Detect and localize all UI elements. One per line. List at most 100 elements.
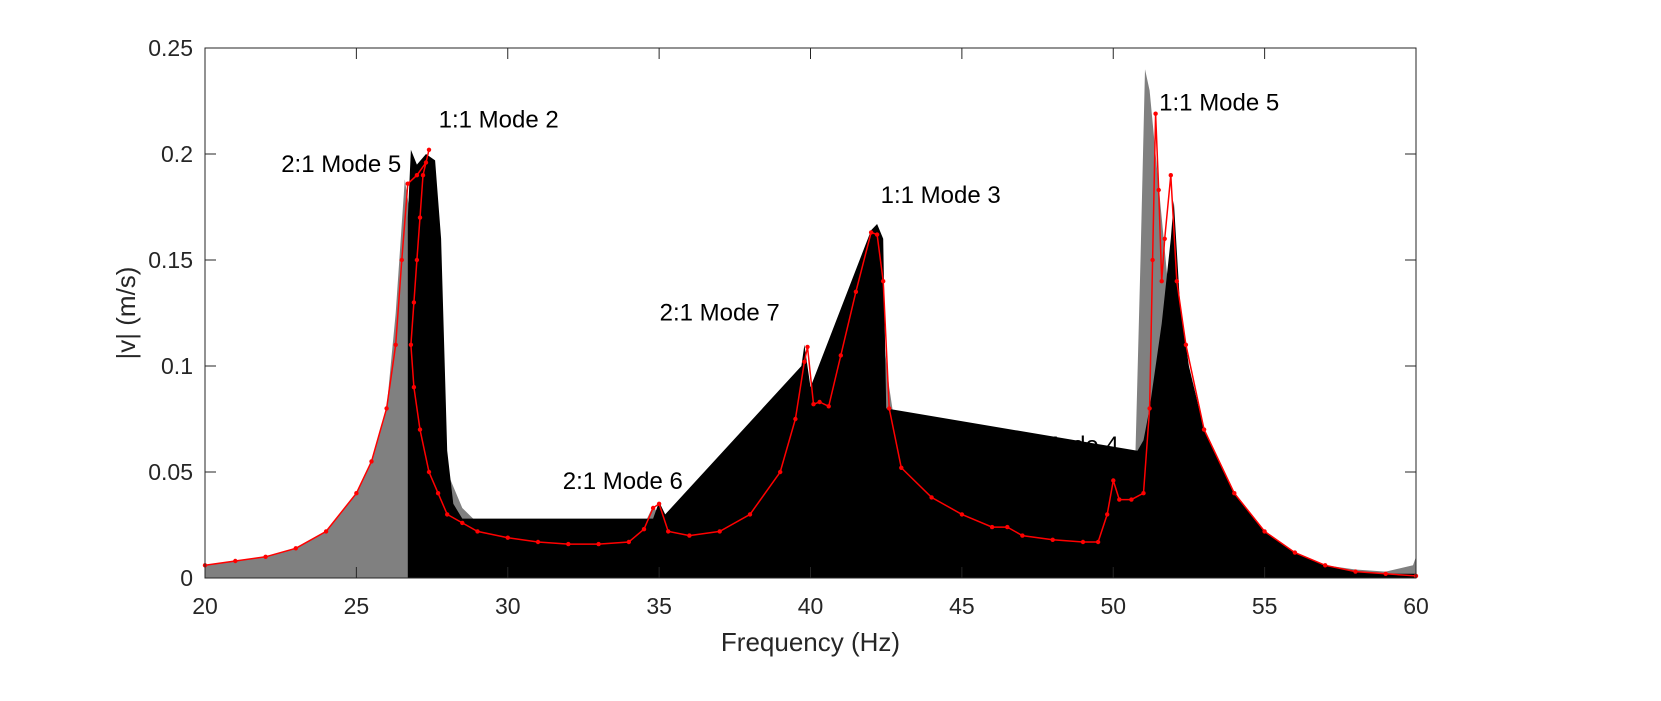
data-point <box>687 533 692 538</box>
data-point <box>817 399 822 405</box>
mode-annotation: 1:1 Mode 3 <box>881 182 1001 209</box>
data-point <box>417 215 423 220</box>
mode-annotation: 2:1 Mode 8 <box>944 475 1064 502</box>
data-point <box>1141 491 1146 496</box>
data-point <box>989 524 995 530</box>
data-point <box>411 385 417 390</box>
area-series-1 <box>407 149 1416 579</box>
data-point <box>626 539 631 545</box>
data-point <box>959 512 965 517</box>
data-point <box>1080 539 1086 545</box>
data-point <box>460 520 465 526</box>
data-point <box>1262 529 1267 534</box>
data-point <box>1005 524 1010 530</box>
data-point <box>1117 497 1122 502</box>
data-point <box>414 257 420 263</box>
data-point <box>384 406 389 411</box>
x-tick-label: 30 <box>495 593 521 619</box>
data-point <box>1111 478 1116 483</box>
data-point <box>666 529 671 534</box>
data-point <box>1159 279 1164 284</box>
series-layer <box>202 69 1419 579</box>
data-point <box>929 495 934 500</box>
x-tick-label: 25 <box>344 593 370 619</box>
x-tick-label: 45 <box>949 593 975 619</box>
data-point <box>405 181 410 186</box>
data-point <box>420 173 426 178</box>
y-tick-label: 0.1 <box>161 353 193 379</box>
data-point <box>393 342 398 347</box>
y-tick-label: 0.05 <box>148 459 193 485</box>
data-point <box>1232 491 1237 496</box>
data-point <box>826 404 831 409</box>
data-point <box>423 160 429 165</box>
mode-annotation: 1:1 Mode 4 <box>999 432 1119 459</box>
data-point <box>899 465 904 470</box>
data-point <box>426 147 432 152</box>
data-point <box>1153 111 1158 116</box>
data-point <box>1105 512 1110 517</box>
data-point <box>793 416 798 422</box>
data-point <box>1150 257 1155 263</box>
data-point <box>887 406 892 411</box>
data-point <box>399 257 404 263</box>
data-point <box>868 230 874 235</box>
data-point <box>874 232 880 237</box>
data-point <box>1174 279 1180 284</box>
x-axis-label: Frequency (Hz) <box>721 627 900 657</box>
data-point <box>802 359 807 364</box>
data-point <box>369 459 374 464</box>
data-point <box>435 491 441 496</box>
data-point <box>1183 342 1189 347</box>
data-point <box>445 512 450 517</box>
x-tick-label: 55 <box>1252 593 1278 619</box>
x-tick-label: 40 <box>798 593 824 619</box>
data-point <box>656 501 662 506</box>
tick-layer: 20 25 30 35 40 45 50 55 60 0 0.05 0.1 0.15 0.2 0.25 <box>148 35 1429 619</box>
data-point <box>1129 497 1134 502</box>
annotation-layer: 2:1 Mode 5 1:1 Mode 2 1:1 Mode 3 2:1 Mode 7… <box>281 90 1279 503</box>
y-tick-label: 0.2 <box>161 141 193 167</box>
y-tick-label: 0 <box>180 565 193 591</box>
data-point <box>1353 569 1358 574</box>
data-point <box>505 535 510 540</box>
y-tick-label: 0.25 <box>148 35 193 61</box>
x-tick-label: 35 <box>646 593 672 619</box>
data-point <box>778 469 783 475</box>
mode-annotation: 1:1 Mode 2 <box>439 107 559 134</box>
data-point <box>417 427 423 432</box>
data-point <box>1168 173 1174 178</box>
data-point <box>1050 537 1055 542</box>
data-point <box>641 527 647 532</box>
data-point <box>1201 427 1207 432</box>
mode-annotation: 2:1 Mode 5 <box>281 151 401 178</box>
data-point <box>1147 406 1152 411</box>
mode-annotation: 1:1 Mode 5 <box>1159 90 1279 117</box>
data-point <box>1095 539 1101 545</box>
data-point <box>1162 236 1167 241</box>
data-point <box>263 554 268 559</box>
data-point <box>475 529 480 534</box>
data-point <box>293 546 298 551</box>
mode-annotation: 2:1 Mode 6 <box>563 468 683 495</box>
data-point <box>1292 550 1298 555</box>
data-point <box>323 529 329 534</box>
data-point <box>408 342 414 347</box>
data-point <box>596 541 601 547</box>
data-point <box>1383 571 1388 576</box>
data-point <box>881 279 886 284</box>
data-point <box>838 353 843 358</box>
data-point <box>717 529 722 534</box>
data-point <box>426 469 432 475</box>
data-point <box>811 402 816 407</box>
data-point <box>414 173 420 178</box>
y-axis-label: |v| (m/s) <box>111 267 141 360</box>
data-point <box>354 491 359 496</box>
x-tick-label: 60 <box>1403 593 1429 619</box>
data-point <box>411 300 417 305</box>
data-point <box>853 289 859 294</box>
x-tick-label: 20 <box>192 593 218 619</box>
data-point <box>535 539 541 545</box>
data-point <box>1020 533 1025 538</box>
